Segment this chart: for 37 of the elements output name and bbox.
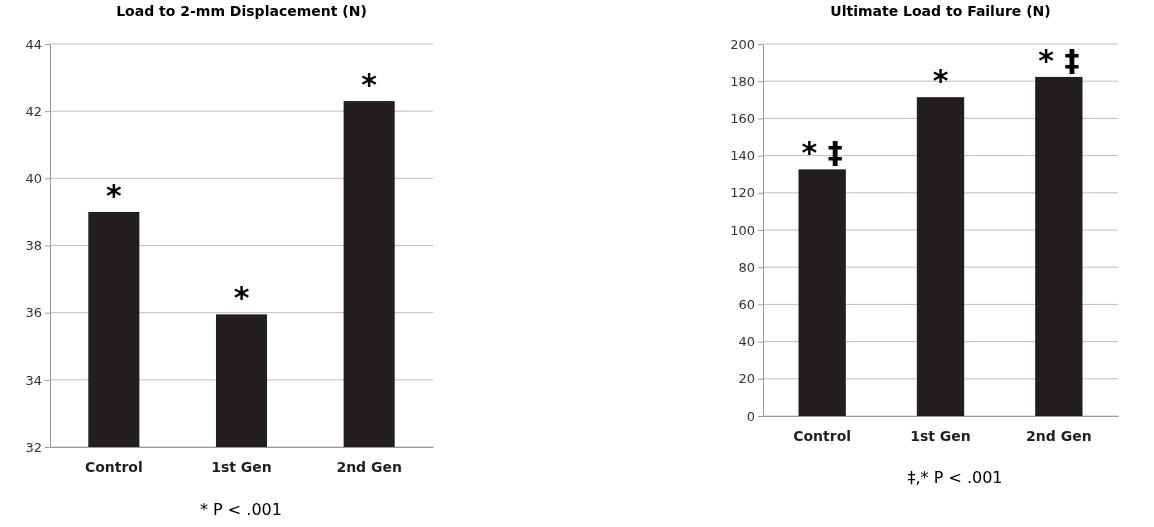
y-tick-label: 20: [738, 371, 755, 387]
annotation: *: [105, 177, 122, 213]
bar: [1035, 76, 1083, 416]
text: ‡,* P < .001: [907, 468, 1003, 487]
y-tick-label: 100: [730, 222, 755, 238]
y-tick-label: 40: [738, 334, 755, 350]
y-tick-label: 44: [25, 36, 42, 52]
bar: [798, 169, 846, 416]
y-tick-label: 80: [738, 259, 755, 275]
annotation: *: [932, 63, 949, 99]
y-tick-label: 60: [738, 297, 755, 313]
y-tick-label: 200: [730, 36, 755, 52]
text: * P < .001: [200, 500, 282, 519]
x-tick-label: 2nd Gen: [1026, 428, 1092, 445]
annotation: *: [361, 67, 378, 103]
annotation: * ‡: [801, 135, 843, 171]
y-tick-label: 0: [746, 408, 755, 424]
x-tick-label: 2nd Gen: [336, 459, 402, 476]
chart-title: Load to 2-mm Displacement (N): [116, 3, 367, 19]
x-tick-label: 1st Gen: [211, 459, 272, 476]
y-tick-label: 160: [730, 111, 755, 127]
y-tick-label: 42: [25, 103, 42, 119]
chart-title: Ultimate Load to Failure (N): [830, 3, 1051, 19]
y-tick-label: 38: [25, 238, 42, 254]
y-tick-label: 140: [730, 148, 755, 164]
y-tick-label: 120: [730, 185, 755, 201]
y-tick-label: 36: [25, 305, 42, 321]
x-tick-label: Control: [793, 428, 852, 445]
y-tick-label: 40: [25, 170, 42, 186]
x-tick-label: Control: [84, 459, 143, 476]
y-tick-label: 32: [25, 439, 42, 455]
bar: [916, 97, 965, 416]
annotation: *: [233, 280, 250, 316]
x-tick-label: 1st Gen: [910, 428, 971, 445]
y-tick-label: 180: [730, 73, 755, 89]
y-tick-label: 34: [25, 372, 42, 388]
annotation: * ‡: [1038, 42, 1080, 78]
